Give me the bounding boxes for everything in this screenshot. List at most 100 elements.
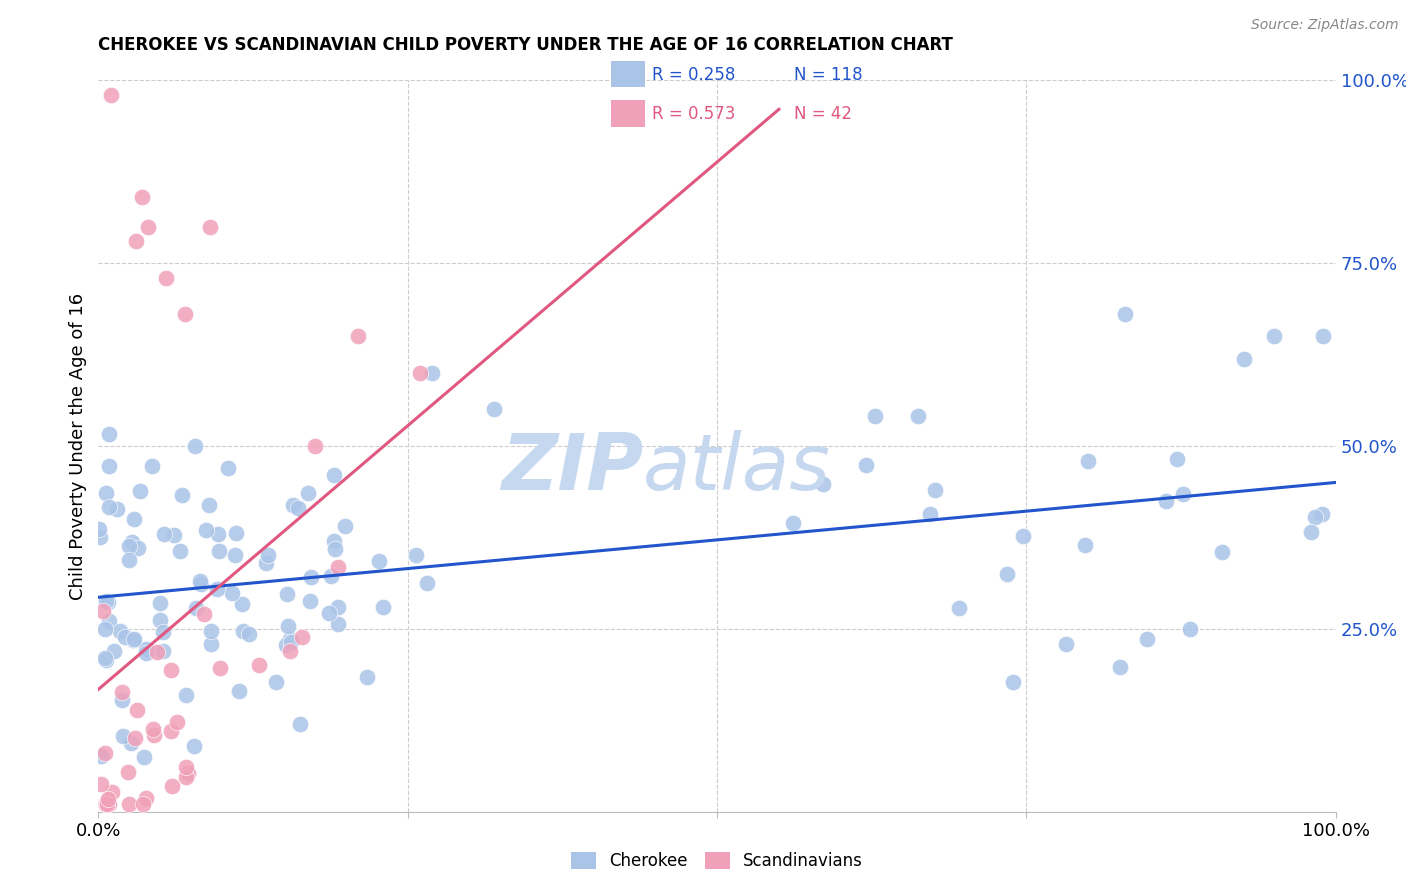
Text: CHEROKEE VS SCANDINAVIAN CHILD POVERTY UNDER THE AGE OF 16 CORRELATION CHART: CHEROKEE VS SCANDINAVIAN CHILD POVERTY U… <box>98 36 953 54</box>
Point <box>811 476 834 491</box>
Y-axis label: Child Poverty Under the Age of 16: Child Poverty Under the Age of 16 <box>69 293 87 599</box>
Point <box>1001 675 1024 690</box>
Point <box>368 553 391 567</box>
Point <box>152 644 174 658</box>
Point <box>1303 509 1326 524</box>
Point <box>87 522 110 536</box>
Point <box>94 622 117 636</box>
Point <box>782 516 804 530</box>
Point <box>323 468 346 483</box>
Point <box>356 670 378 684</box>
Point <box>298 594 321 608</box>
Point <box>416 575 439 590</box>
Point <box>1012 529 1035 543</box>
Point <box>1114 307 1136 321</box>
Point <box>484 402 506 417</box>
Point <box>103 644 125 658</box>
Point <box>217 461 239 475</box>
Point <box>112 729 135 743</box>
Point <box>1077 454 1099 468</box>
Point <box>328 560 350 574</box>
Point <box>152 527 174 541</box>
Point <box>865 409 887 423</box>
Point <box>290 630 312 644</box>
Point <box>97 791 120 805</box>
Point <box>221 586 243 600</box>
Point <box>304 439 326 453</box>
Point <box>96 797 118 812</box>
Point <box>97 797 120 812</box>
Point <box>93 651 115 665</box>
Point <box>94 653 117 667</box>
Point <box>142 722 165 736</box>
Point <box>136 219 159 234</box>
Point <box>127 702 149 716</box>
Point <box>118 553 141 567</box>
Point <box>122 512 145 526</box>
Point <box>111 685 134 699</box>
Point <box>198 499 221 513</box>
Text: R = 0.258: R = 0.258 <box>652 66 735 84</box>
Point <box>132 749 155 764</box>
Point <box>174 760 197 774</box>
Point <box>160 663 183 677</box>
Point <box>135 790 157 805</box>
Point <box>1073 538 1095 552</box>
Point <box>224 548 246 562</box>
Point <box>1178 622 1201 636</box>
Point <box>328 617 350 632</box>
Point <box>132 797 155 812</box>
Point <box>163 528 186 542</box>
Point <box>90 777 112 791</box>
Point <box>93 746 115 760</box>
Point <box>166 714 188 729</box>
Point <box>101 784 124 798</box>
Point <box>281 498 304 512</box>
Point <box>280 635 302 649</box>
Point <box>254 556 277 570</box>
Point <box>200 637 222 651</box>
Point <box>117 765 139 780</box>
Bar <box>612 100 645 127</box>
Point <box>128 484 150 499</box>
Point <box>135 642 157 657</box>
Point <box>422 366 444 380</box>
Point <box>124 731 146 745</box>
Point <box>1310 507 1333 521</box>
Point <box>141 459 163 474</box>
Point <box>287 501 309 516</box>
Point <box>97 614 120 628</box>
Point <box>143 728 166 742</box>
Legend: Cherokee, Scandinavians: Cherokee, Scandinavians <box>565 845 869 877</box>
Point <box>89 530 111 544</box>
Point <box>183 739 205 753</box>
Point <box>160 724 183 739</box>
Point <box>100 87 122 102</box>
Point <box>124 234 146 248</box>
Text: N = 118: N = 118 <box>793 66 862 84</box>
Point <box>948 600 970 615</box>
Point <box>174 689 197 703</box>
Point <box>207 526 229 541</box>
Point <box>94 797 117 812</box>
Point <box>131 190 153 204</box>
Point <box>200 624 222 638</box>
Point <box>96 797 118 812</box>
Text: atlas: atlas <box>643 430 831 506</box>
Point <box>96 594 118 608</box>
Point <box>155 270 177 285</box>
Point <box>118 539 141 553</box>
Point <box>152 625 174 640</box>
Point <box>232 624 254 638</box>
Point <box>96 595 118 609</box>
Point <box>208 661 231 675</box>
Point <box>995 567 1018 582</box>
Text: Source: ZipAtlas.com: Source: ZipAtlas.com <box>1251 18 1399 32</box>
Point <box>228 683 250 698</box>
Point <box>907 409 929 423</box>
Point <box>347 329 370 343</box>
Point <box>108 624 131 639</box>
Point <box>149 596 172 610</box>
Point <box>149 613 172 627</box>
Point <box>297 485 319 500</box>
